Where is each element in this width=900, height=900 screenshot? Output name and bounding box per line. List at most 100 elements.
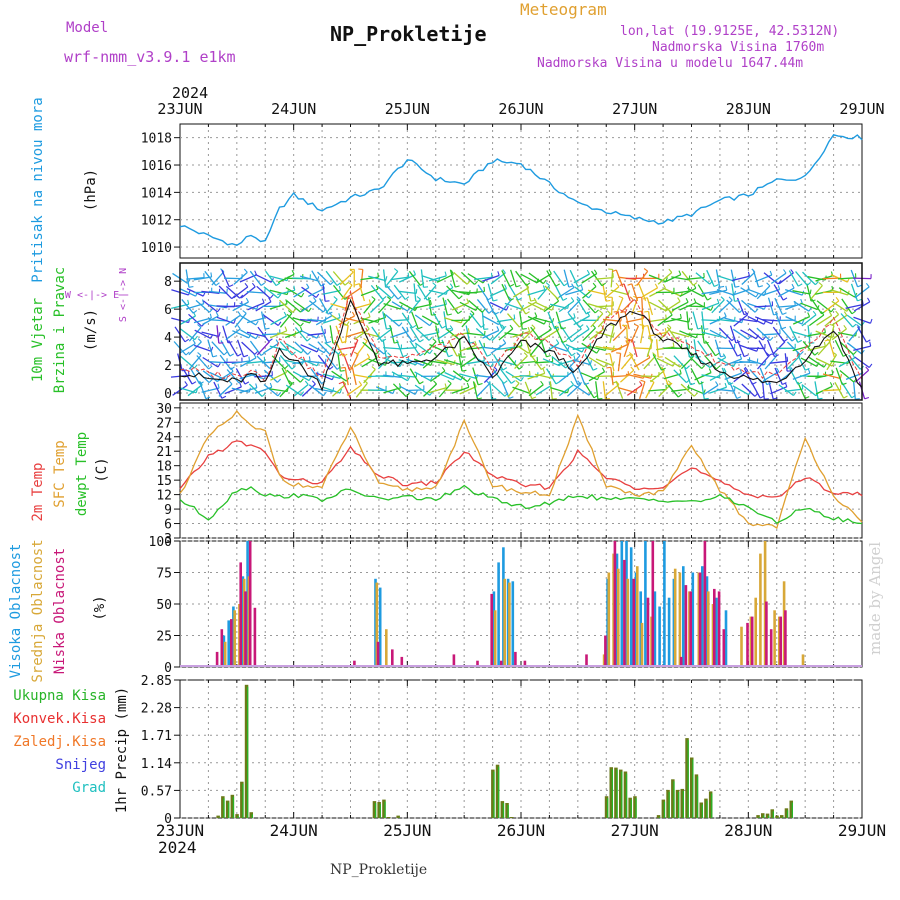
wind-barb	[427, 297, 433, 316]
wind-barb	[279, 341, 293, 356]
wind-barb	[486, 298, 496, 315]
wind-barb	[587, 289, 606, 296]
wind-barb	[443, 359, 462, 366]
wind-barb	[535, 384, 552, 396]
wind-barb	[641, 311, 644, 330]
wind-barb-flag	[187, 370, 190, 376]
wind-barb	[317, 354, 331, 370]
wind-barb-flag	[515, 379, 520, 384]
wind-barb-flag	[603, 362, 608, 368]
cloud-high-bar	[715, 597, 718, 667]
wind-barb	[806, 283, 812, 302]
wind-barb-flag	[864, 396, 870, 400]
wind-barb	[756, 285, 771, 300]
wind-barb	[793, 300, 810, 312]
wind-barb-flag	[201, 299, 205, 304]
wind-barb	[445, 328, 461, 341]
wind-barb-flag	[739, 354, 743, 360]
wind-barb-flag	[719, 285, 725, 288]
wind-barb-flag	[597, 398, 603, 400]
wind-barb	[269, 345, 288, 352]
wind-barb-flag	[718, 331, 721, 337]
wind-barb	[528, 384, 544, 397]
wind-barb-flag	[807, 312, 811, 317]
precip-total-bar-highlight	[379, 804, 381, 818]
wind-barb	[695, 356, 711, 369]
cloud-mid-bar	[626, 578, 630, 667]
cloud-high-bar	[644, 541, 647, 667]
precip-total-bar	[765, 813, 770, 818]
wind-barb-flag	[672, 342, 675, 347]
wind-barb	[733, 314, 749, 327]
wind-barb	[415, 327, 430, 341]
wind-barb	[294, 327, 308, 342]
wind-barb	[835, 367, 843, 385]
wind-barb	[179, 343, 196, 354]
wind-barb	[845, 372, 864, 381]
wind-barb	[663, 317, 682, 323]
wind-barb	[512, 287, 530, 298]
wind-barb-flag	[441, 366, 446, 372]
temp-dewpt-title: dewpt Temp	[74, 432, 90, 516]
wind-barb	[344, 325, 349, 344]
wind-barb-flag	[419, 339, 424, 343]
wind-barb	[540, 339, 548, 357]
precip-total-bar	[491, 769, 495, 818]
precip-axis-title: 1hr Precip (mm)	[114, 687, 130, 813]
wind-barb	[739, 360, 758, 364]
wind-barb	[231, 360, 250, 365]
wind-barb-flag	[429, 321, 433, 326]
wind-barb	[270, 371, 287, 381]
precip-total-bar	[609, 767, 613, 818]
wind-barb	[324, 342, 339, 355]
cloud-low-bar	[220, 629, 224, 667]
wind-barb	[801, 384, 817, 397]
wind-barb-flag	[429, 376, 433, 381]
wind-barb-flag	[639, 381, 643, 386]
wind-barb	[393, 284, 406, 300]
wind-barb-flag	[399, 362, 403, 367]
wind-barb-flag	[867, 297, 871, 303]
cloud-mid-bar	[801, 654, 805, 667]
wind-barb	[392, 383, 407, 398]
wind-barb	[218, 285, 233, 300]
wind-barb-flag	[243, 354, 249, 358]
cloud-mid-bar	[678, 572, 682, 667]
wind-barb	[769, 360, 788, 364]
wind-barb-flag	[634, 323, 639, 327]
wind-barb	[789, 325, 799, 343]
wind-barb	[342, 381, 351, 399]
wind-barb-flag	[444, 299, 447, 305]
wind-barb	[595, 305, 614, 308]
wind-barb	[228, 340, 239, 357]
wind-barb-flag	[615, 380, 620, 385]
precip-total-bar-highlight	[384, 801, 386, 818]
wind-barb	[557, 359, 576, 366]
wind-barb-flag	[807, 368, 811, 374]
wind-barb	[460, 356, 476, 368]
wind-barb	[752, 269, 760, 288]
wind-barb-flag	[386, 327, 391, 330]
wind-barb-flag	[715, 352, 720, 357]
wind-barb-flag	[407, 376, 411, 381]
wind-barb	[222, 325, 229, 344]
wind-barb-flag	[291, 270, 295, 275]
wind-barb	[405, 389, 424, 392]
wind-barb-flag	[518, 365, 523, 370]
wind-barb-flag	[415, 288, 418, 294]
wind-barb-flag	[205, 396, 211, 400]
cloud-low-bar	[215, 651, 219, 667]
wind-barb	[452, 370, 468, 383]
wind-barb	[332, 383, 347, 397]
wind-barb	[834, 339, 844, 357]
wind-barb-flag	[592, 282, 597, 287]
wind-barb	[207, 339, 214, 358]
wind-barb	[370, 299, 384, 313]
wind-barb-flag	[237, 325, 241, 330]
wind-barb	[808, 314, 825, 327]
wind-barb-flag	[628, 351, 634, 356]
wind-barb	[792, 331, 811, 338]
wind-barb	[649, 369, 665, 383]
wind-barb-flag	[230, 367, 234, 372]
